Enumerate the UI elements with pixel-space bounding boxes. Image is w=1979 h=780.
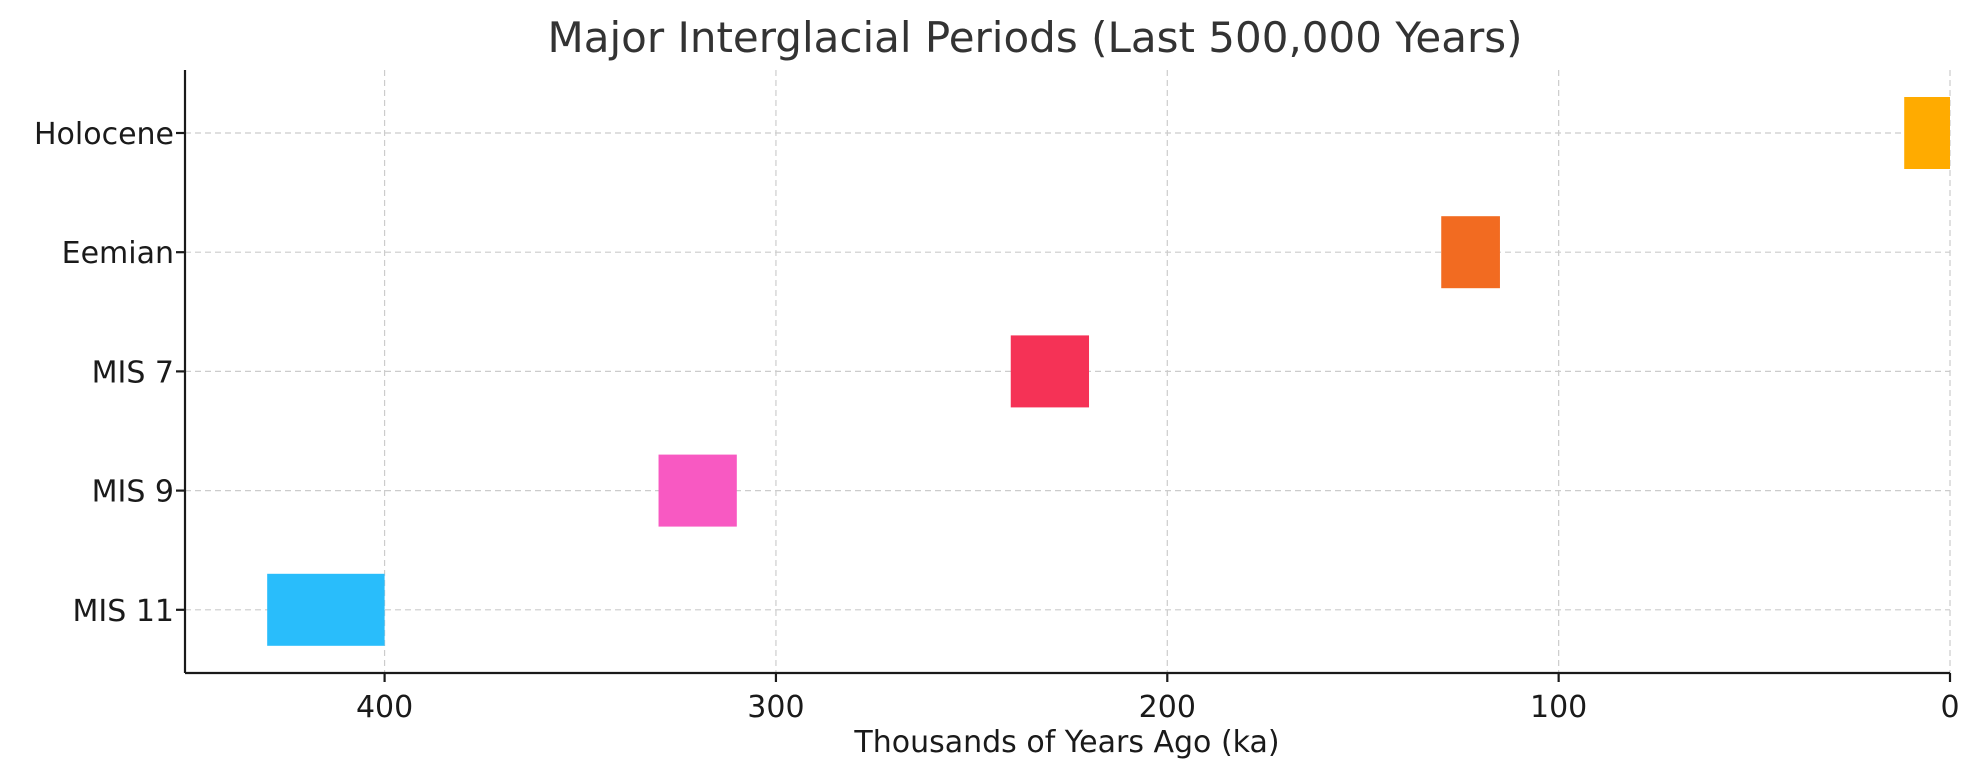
interval-bars: [267, 97, 1950, 646]
bar-mis-7: [1010, 335, 1090, 408]
x-tick-label: 300: [747, 690, 804, 725]
bar-mis-11: [267, 573, 385, 646]
bar-holocene: [1904, 97, 1950, 169]
bar-mis-9: [658, 454, 737, 527]
x-tick-label: 100: [1530, 690, 1587, 725]
y-ticks: MIS 11 MIS 9 MIS 7 Eemian Holocene: [34, 117, 185, 629]
y-tick-label: MIS 7: [92, 355, 174, 390]
y-tick-label: MIS 9: [92, 475, 174, 510]
x-tick-label: 400: [356, 690, 413, 725]
x-tick-label: 200: [1139, 690, 1196, 725]
x-ticks: 400 300 200 100 0: [356, 673, 1960, 725]
y-tick-label: Holocene: [34, 117, 174, 152]
chart-title: Major Interglacial Periods (Last 500,000…: [547, 13, 1522, 62]
y-tick-label: Eemian: [62, 236, 174, 271]
grid-lines: [185, 70, 1951, 673]
x-tick-label: 0: [1940, 690, 1959, 725]
y-tick-label: MIS 11: [73, 594, 174, 629]
x-axis-label: Thousands of Years Ago (ka): [853, 725, 1279, 760]
bar-eemian: [1441, 216, 1500, 289]
